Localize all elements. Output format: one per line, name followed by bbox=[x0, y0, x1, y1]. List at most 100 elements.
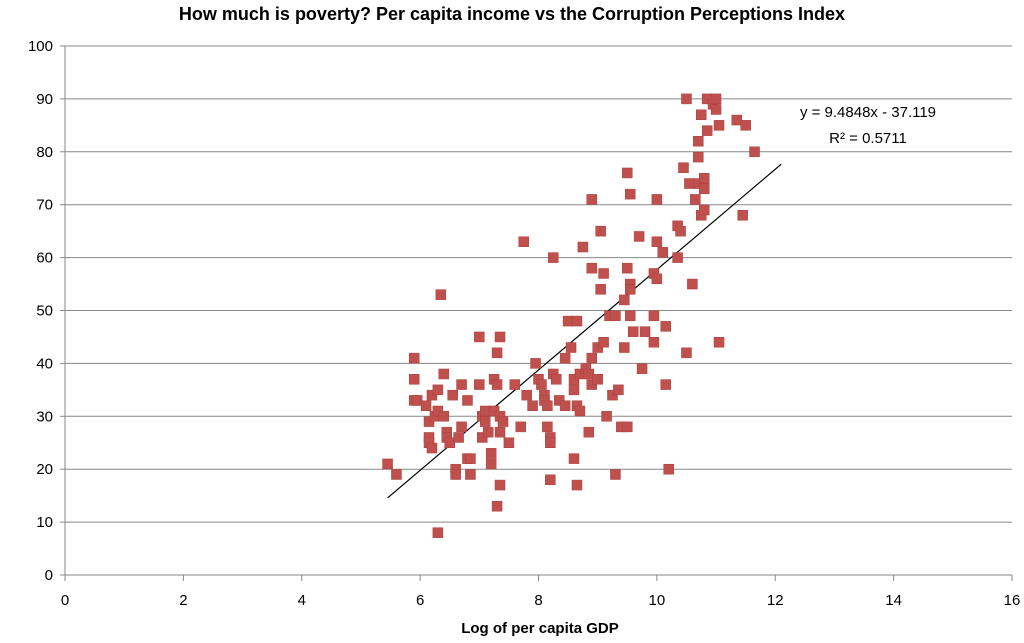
data-point-77 bbox=[568, 453, 580, 464]
data-point-118 bbox=[648, 310, 660, 322]
data-point-73 bbox=[562, 315, 574, 327]
data-point-16 bbox=[435, 289, 447, 300]
data-point-122 bbox=[651, 273, 663, 285]
data-point-150 bbox=[713, 336, 725, 348]
data-point-32 bbox=[474, 331, 485, 343]
data-point-89 bbox=[586, 352, 598, 364]
data-point-149 bbox=[713, 120, 725, 131]
data-point-36 bbox=[479, 405, 491, 417]
data-point-18 bbox=[438, 411, 450, 422]
data-points bbox=[382, 93, 760, 538]
data-point-65 bbox=[545, 437, 556, 448]
y-tick-label-60: 60 bbox=[36, 250, 53, 267]
data-point-86 bbox=[583, 426, 595, 438]
data-point-40 bbox=[485, 458, 497, 470]
data-point-153 bbox=[740, 120, 751, 131]
data-point-3 bbox=[408, 374, 420, 385]
x-tick-label-2: 2 bbox=[179, 592, 187, 609]
data-point-57 bbox=[530, 358, 541, 369]
data-point-63 bbox=[542, 421, 553, 433]
data-point-2 bbox=[408, 352, 420, 364]
data-point-75 bbox=[568, 374, 580, 385]
data-point-15 bbox=[432, 527, 444, 538]
x-tick-label-14: 14 bbox=[885, 592, 902, 609]
data-point-49 bbox=[494, 479, 506, 491]
data-point-46 bbox=[494, 331, 506, 343]
y-tick-label-30: 30 bbox=[36, 408, 53, 425]
data-point-101 bbox=[610, 469, 621, 480]
data-point-10 bbox=[426, 442, 438, 454]
data-point-71 bbox=[559, 352, 571, 364]
y-tick-label-80: 80 bbox=[36, 144, 53, 161]
trendline-r-squared: R² = 0.5711 bbox=[829, 130, 907, 147]
data-point-137 bbox=[693, 151, 704, 163]
data-point-83 bbox=[577, 241, 589, 253]
data-point-51 bbox=[503, 437, 515, 448]
data-point-35 bbox=[477, 432, 488, 443]
data-point-67 bbox=[548, 252, 559, 263]
chart-title: How much is poverty? Per capita income v… bbox=[178, 4, 846, 24]
trendline-equation: y = 9.4848x - 37.119 bbox=[800, 104, 936, 121]
data-point-108 bbox=[622, 421, 633, 433]
data-point-126 bbox=[663, 463, 674, 475]
data-point-131 bbox=[681, 93, 692, 105]
data-point-74 bbox=[565, 342, 577, 353]
data-point-104 bbox=[619, 294, 630, 306]
data-point-107 bbox=[622, 262, 633, 274]
data-point-72 bbox=[559, 400, 571, 411]
data-point-110 bbox=[624, 284, 636, 295]
data-point-135 bbox=[690, 194, 701, 205]
data-point-5 bbox=[411, 395, 423, 406]
data-point-56 bbox=[527, 400, 538, 411]
data-point-93 bbox=[595, 225, 606, 237]
data-point-38 bbox=[482, 426, 494, 438]
y-tick-label-20: 20 bbox=[36, 461, 53, 478]
data-point-120 bbox=[651, 194, 663, 205]
data-point-115 bbox=[636, 363, 648, 374]
data-point-99 bbox=[607, 389, 618, 401]
data-point-148 bbox=[710, 104, 722, 115]
x-axis-label: Log of per capita GDP bbox=[461, 620, 619, 637]
data-point-48 bbox=[494, 426, 506, 438]
data-point-17 bbox=[438, 368, 450, 380]
data-point-21 bbox=[444, 437, 455, 448]
data-point-78 bbox=[571, 315, 583, 327]
data-point-125 bbox=[660, 379, 672, 390]
data-point-152 bbox=[737, 210, 748, 221]
data-point-25 bbox=[453, 432, 464, 443]
data-point-62 bbox=[542, 400, 553, 411]
data-point-6 bbox=[420, 400, 432, 411]
data-point-53 bbox=[515, 421, 526, 433]
data-point-22 bbox=[447, 389, 458, 401]
data-point-94 bbox=[595, 284, 606, 295]
data-point-44 bbox=[491, 379, 503, 390]
data-point-87 bbox=[586, 194, 598, 205]
data-point-105 bbox=[619, 342, 630, 353]
x-tick-label-10: 10 bbox=[649, 592, 666, 609]
data-point-132 bbox=[681, 347, 692, 359]
y-tick-label-0: 0 bbox=[45, 567, 53, 584]
data-point-59 bbox=[536, 379, 547, 390]
data-point-37 bbox=[479, 416, 491, 427]
data-point-100 bbox=[610, 310, 621, 322]
data-point-145 bbox=[701, 125, 713, 136]
data-point-97 bbox=[601, 411, 612, 422]
data-point-33 bbox=[474, 379, 485, 390]
data-point-31 bbox=[465, 469, 476, 480]
data-point-82 bbox=[574, 405, 586, 417]
data-point-14 bbox=[432, 405, 444, 417]
data-point-26 bbox=[456, 379, 467, 390]
data-point-116 bbox=[639, 326, 651, 337]
data-point-85 bbox=[583, 368, 595, 380]
data-point-27 bbox=[456, 421, 467, 433]
data-point-111 bbox=[624, 310, 636, 322]
data-point-30 bbox=[465, 453, 476, 464]
data-point-13 bbox=[432, 384, 444, 396]
data-point-119 bbox=[648, 336, 660, 348]
y-tick-label-40: 40 bbox=[36, 355, 53, 372]
data-point-0 bbox=[382, 458, 393, 470]
data-point-50 bbox=[497, 416, 509, 427]
data-point-134 bbox=[687, 278, 698, 290]
